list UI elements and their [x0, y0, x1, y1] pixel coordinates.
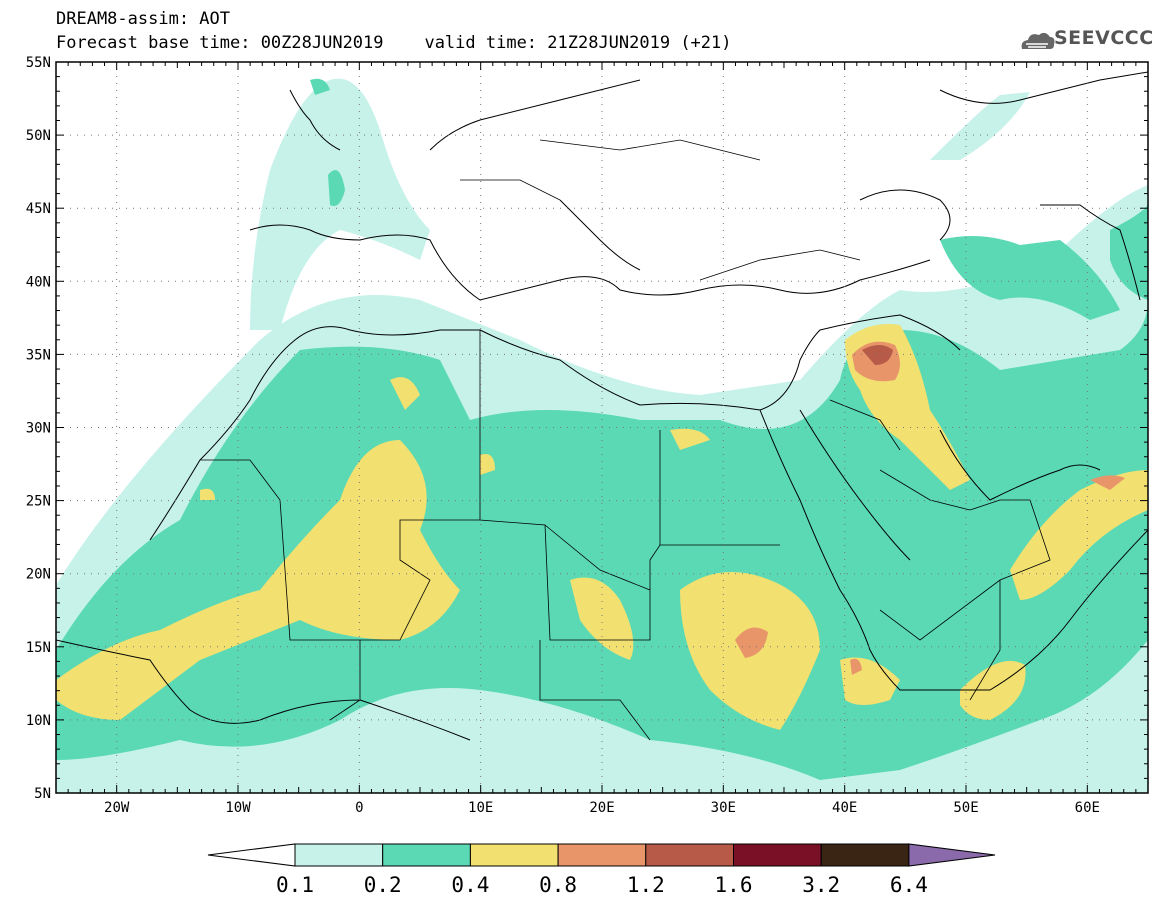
- lon-label: 0: [355, 800, 363, 816]
- logo-text: SEEVCCC: [1054, 27, 1154, 49]
- colorbar-label: 0.1: [276, 873, 314, 897]
- lat-label: 10N: [26, 713, 51, 729]
- colorbar-label: 3.2: [802, 873, 840, 897]
- colorbar-high-arrow: [908, 843, 996, 867]
- colorbar-label: 0.2: [364, 873, 402, 897]
- aot-fields: [56, 78, 1148, 793]
- colorbar-label: 0.4: [451, 873, 489, 897]
- map-title: DREAM8-assim: AOT: [56, 9, 230, 29]
- lat-label: 25N: [26, 494, 51, 510]
- axis-ticks: [55, 61, 1149, 794]
- lon-label: 30E: [711, 800, 736, 816]
- colorbar-segment: [294, 843, 384, 867]
- coastlines: [56, 71, 1148, 741]
- forecast-time-subtitle: Forecast base time: 00Z28JUN2019 valid t…: [56, 33, 732, 53]
- colorbar-segment: [645, 843, 734, 867]
- lat-label: 35N: [26, 347, 51, 363]
- colorbar-segment: [820, 843, 910, 867]
- colorbar: [207, 843, 996, 867]
- lon-label: 20E: [589, 800, 614, 816]
- gridlines: [56, 62, 1148, 793]
- lon-label: 60E: [1075, 800, 1100, 816]
- aot-0.2-region: [56, 78, 1148, 780]
- lat-label: 5N: [34, 786, 51, 802]
- lat-label: 50N: [26, 128, 51, 144]
- latitude-labels: 5N 10N 15N 20N 25N 30N 35N 40N 45N 50N 55N: [26, 55, 51, 802]
- lon-label: 10E: [468, 800, 493, 816]
- colorbar-segment: [733, 843, 822, 867]
- lat-label: 45N: [26, 201, 51, 217]
- lon-label: 50E: [953, 800, 978, 816]
- colorbar-segment: [469, 843, 559, 867]
- lon-label: 10W: [225, 800, 251, 816]
- lat-label: 30N: [26, 421, 51, 437]
- colorbar-label: 1.2: [627, 873, 665, 897]
- country-borders: [200, 139, 1051, 741]
- longitude-labels: 20W 10W 0 10E 20E 30E 40E 50E 60E: [104, 800, 1100, 816]
- lat-label: 20N: [26, 567, 51, 583]
- lat-label: 55N: [26, 55, 51, 71]
- colorbar-segment: [557, 843, 647, 867]
- lon-label: 20W: [104, 800, 130, 816]
- lat-label: 15N: [26, 640, 51, 656]
- colorbar-labels: 0.1 0.2 0.4 0.8 1.2 1.6 3.2 6.4: [276, 873, 928, 897]
- colorbar-low-arrow: [207, 843, 296, 867]
- colorbar-segment: [382, 843, 471, 867]
- colorbar-label: 1.6: [715, 873, 753, 897]
- aot-1.2-region: [862, 345, 893, 365]
- lat-label: 40N: [26, 274, 51, 290]
- lon-label: 40E: [832, 800, 857, 816]
- colorbar-label: 0.8: [539, 873, 577, 897]
- cloud-icon: [1021, 32, 1055, 49]
- colorbar-label: 6.4: [890, 873, 928, 897]
